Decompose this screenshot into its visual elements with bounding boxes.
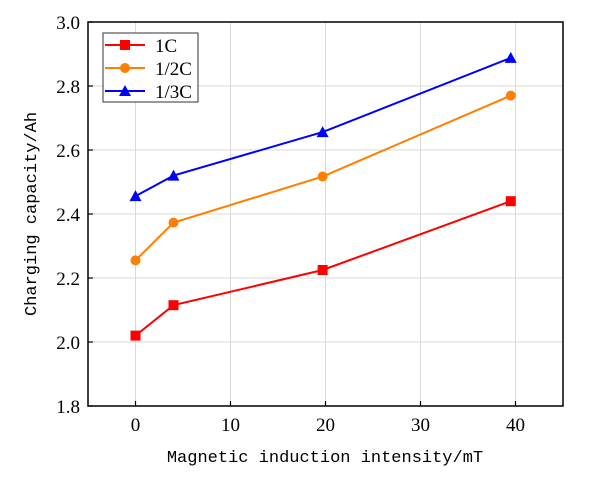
y-tick-label: 2.0 [56,333,80,354]
x-tick-label: 40 [506,415,525,436]
grid [88,22,563,406]
data-point [316,126,329,138]
legend-label: 1/2C [155,59,192,80]
legend-marker [120,40,130,50]
data-point [505,196,516,207]
legend-label: 1/3C [155,82,192,103]
data-point [168,217,179,228]
x-tick-label: 30 [411,415,430,436]
y-tick-label: 2.6 [56,141,80,162]
x-tick-label: 20 [316,415,335,436]
data-point [505,90,516,101]
legend-label: 1C [155,36,177,57]
x-tick-label: 0 [131,415,141,436]
data-point [130,330,141,341]
legend-marker [120,63,130,73]
data-point [504,51,517,63]
y-tick-label: 3.0 [56,13,80,34]
data-point [317,265,328,275]
ticks: 0 10 20 30 40 1.8 2.0 2.2 2.4 2.6 2.8 3.0 [56,13,525,436]
data-point [317,171,328,182]
y-tick-label: 2.2 [56,269,80,290]
y-tick-label: 2.8 [56,77,80,98]
series-line [135,56,512,197]
legend-marker [119,85,131,96]
legend: 1C1/2C1/3C [102,32,199,103]
data-point [167,169,180,181]
series-line [134,94,512,262]
y-axis-label: Charging capacity/Ah [23,112,42,316]
data-point [168,300,179,311]
series-line [134,200,512,337]
x-axis-label: Magnetic induction intensity/mT [167,449,483,468]
y-tick-label: 2.4 [56,205,80,226]
series-group [129,51,517,341]
series-1-2c [130,90,516,266]
series-1-3c [129,51,517,202]
x-tick-label: 10 [221,415,240,436]
data-point [130,255,141,266]
series-1c [130,196,516,341]
data-point [129,190,142,202]
y-tick-label: 1.8 [56,397,80,418]
